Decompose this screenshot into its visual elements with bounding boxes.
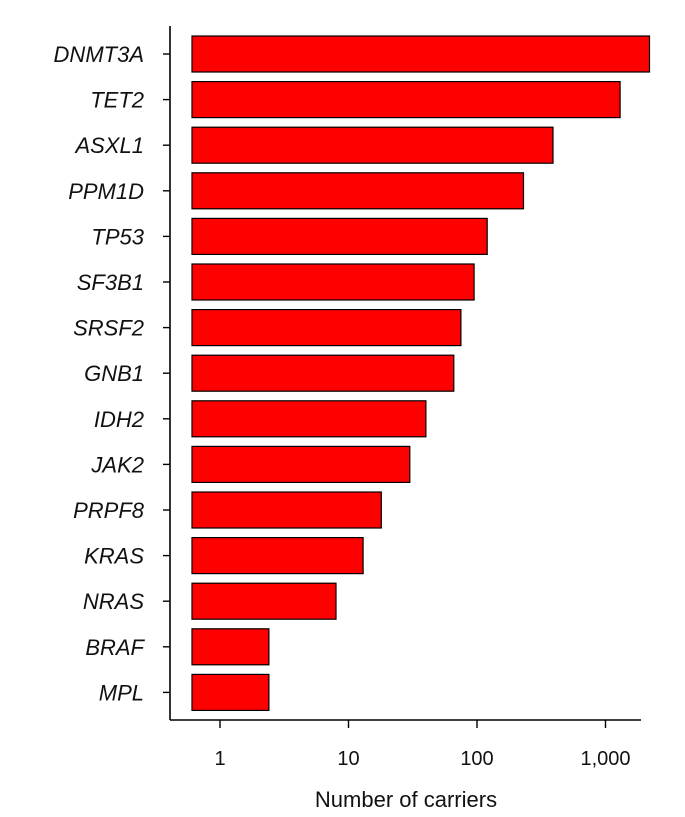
bar-srsf2 <box>191 309 462 347</box>
y-tick-label: ASXL1 <box>74 133 145 158</box>
y-tick-label: JAK2 <box>90 452 144 477</box>
y-tick-label: PRPF8 <box>73 498 145 523</box>
y-tick-label: IDH2 <box>94 407 144 432</box>
x-axis: 1 10 100 1,000 <box>170 719 641 770</box>
bar-idh2 <box>191 400 427 438</box>
y-tick-label: PPM1D <box>68 179 144 204</box>
y-tick-label: TET2 <box>90 88 144 113</box>
y-tick-label: GNB1 <box>84 361 144 386</box>
y-tick-label: DNMT3A <box>54 42 144 67</box>
x-tick-label: 100 <box>460 748 493 770</box>
bar-sf3b1 <box>191 263 475 301</box>
x-tick-label: 1,000 <box>580 748 630 770</box>
y-axis: DNMT3A TET2 ASXL1 PPM1D TP53 SF3B1 SRSF2 GNB1 ID… <box>54 26 171 720</box>
bar-prpf8 <box>191 491 382 529</box>
bar-asxl1 <box>191 126 554 164</box>
bar-kras <box>191 536 364 575</box>
bar-ppm1d <box>191 172 525 210</box>
y-tick-label: TP53 <box>91 224 144 249</box>
y-tick-label: SF3B1 <box>77 270 144 295</box>
bar-dnmt3a <box>191 35 651 73</box>
y-tick-label: BRAF <box>85 635 145 660</box>
bars-layer <box>191 35 651 712</box>
bar-nras <box>191 582 337 620</box>
bar-tet2 <box>191 80 621 119</box>
bar-jak2 <box>191 445 411 483</box>
bar-braf <box>191 628 270 666</box>
x-tick-label: 10 <box>337 748 359 770</box>
x-axis-title: Number of carriers <box>315 787 497 812</box>
y-tick-label: NRAS <box>83 589 144 614</box>
y-tick-label: KRAS <box>84 544 144 569</box>
bar-mpl <box>191 673 270 712</box>
y-tick-label: MPL <box>99 680 144 705</box>
x-tick-label: 1 <box>214 748 225 770</box>
bar-gnb1 <box>191 354 455 392</box>
bar-tp53 <box>191 217 488 255</box>
y-tick-label: SRSF2 <box>73 316 144 341</box>
